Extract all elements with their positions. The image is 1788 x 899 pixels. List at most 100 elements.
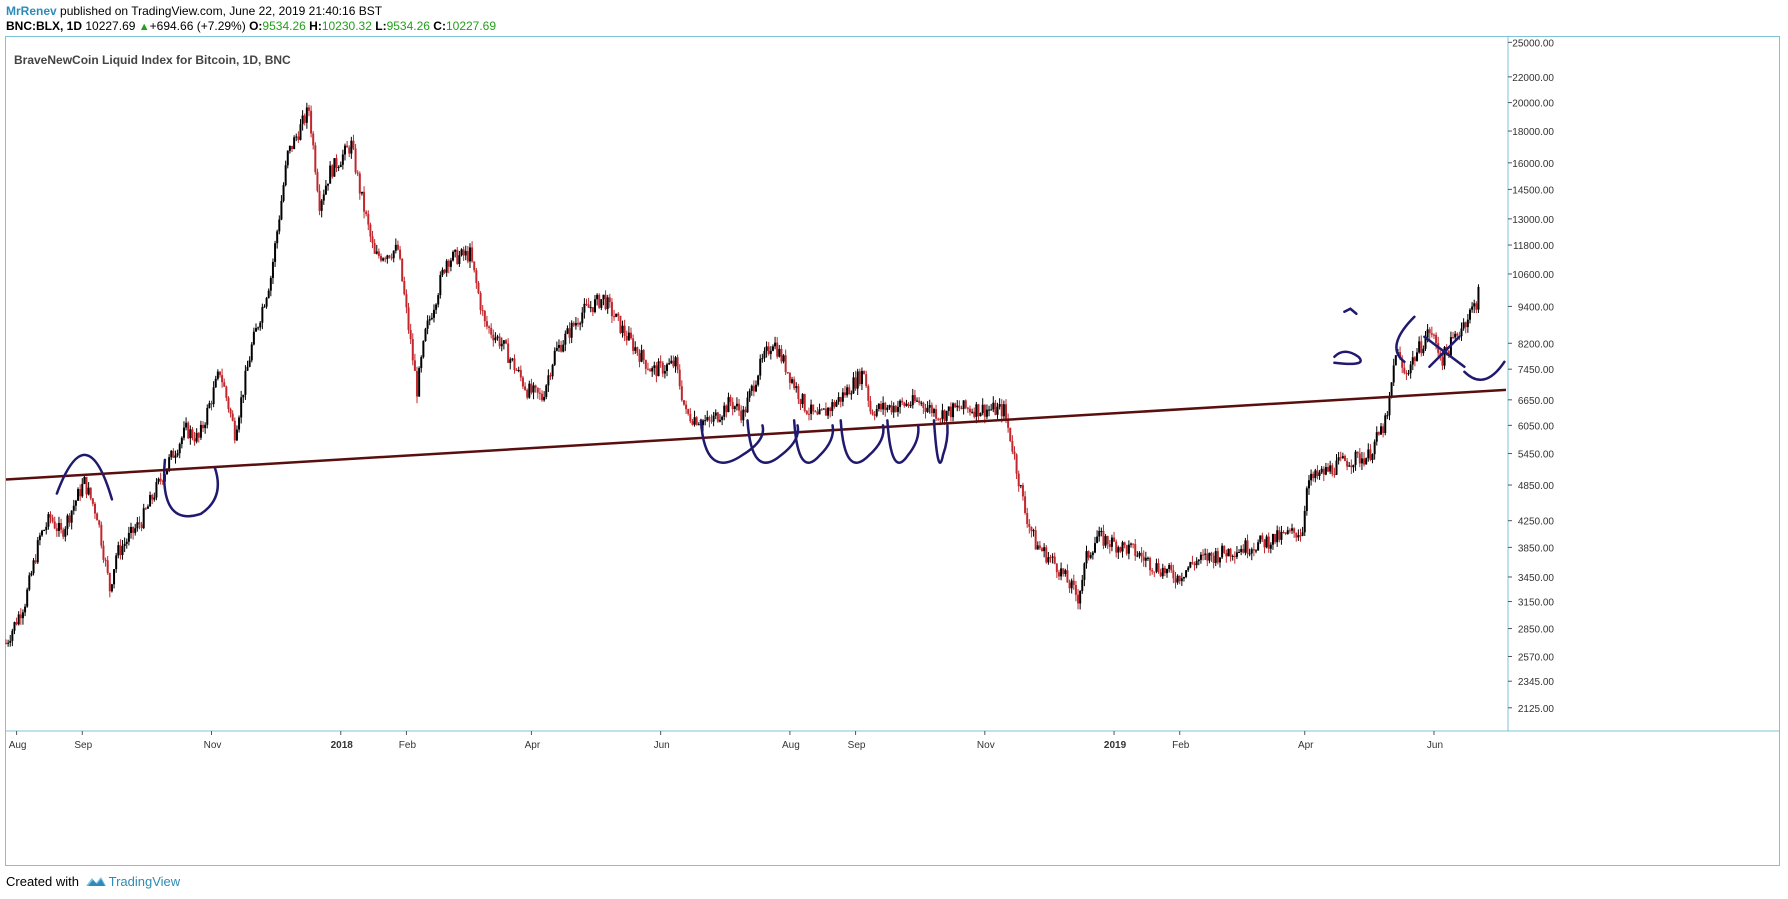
candle [1343,454,1346,462]
candle [511,357,514,362]
candle [560,340,563,353]
candle [668,358,671,366]
candle [1032,528,1035,537]
candle [740,405,743,424]
cup-drawing[interactable] [932,419,949,464]
candle [473,261,476,273]
arch-drawing[interactable] [55,453,114,501]
candle [721,415,724,426]
candle [875,404,878,418]
candle [1053,552,1056,565]
candle [702,419,705,432]
candle [1106,535,1109,549]
candle [718,413,721,423]
cup-drawing[interactable] [886,419,920,464]
candle [831,399,834,417]
price-axis[interactable]: 25000.00 22000.00 20000.00 18000.00 16000.00… [6,37,1780,732]
candle [1318,469,1321,480]
candle [494,332,497,344]
time-axis[interactable]: Aug Sep Nov 2018 Feb Apr Jun Aug Sep Nov 2019 Feb Ap… [9,731,1443,751]
candle [930,402,933,417]
candle [475,267,478,289]
candle [210,400,213,411]
candle [693,410,696,427]
candle [676,354,679,374]
candle [1064,568,1067,577]
candle [1363,452,1366,467]
squiggle-drawing[interactable] [1428,335,1461,369]
tradingview-link[interactable]: TradingView [108,874,181,889]
candle [291,145,294,153]
candle [1155,558,1158,574]
candle [132,526,135,540]
price-tick-label: 11800.00 [1513,241,1554,252]
candle [1331,463,1334,477]
cup-drawing[interactable] [792,419,835,464]
candle [1329,460,1332,475]
trendline-layer[interactable] [5,388,1507,481]
time-tick-label: Jun [1427,740,1443,751]
price-tick-label: 22000.00 [1512,73,1554,84]
candle [1454,330,1457,340]
candle [34,554,37,564]
candle [146,504,149,509]
candle [1151,567,1154,575]
candle [488,325,491,334]
candle [117,541,120,559]
candle [1337,451,1340,465]
candle [221,368,224,388]
candle [280,195,283,221]
candle [38,532,41,546]
time-tick-label: Nov [204,740,222,751]
candle [1047,551,1050,565]
candle [187,421,190,440]
candle [1257,539,1260,551]
time-tick-label: Apr [525,740,541,751]
time-tick-label: 2018 [331,740,354,751]
candle [1212,552,1215,569]
candle [238,415,241,433]
candle [466,246,469,264]
candle [1392,358,1395,387]
chart-frame[interactable] [5,36,1780,866]
candle [680,380,683,402]
candle [271,258,274,285]
candle [649,368,652,372]
candle [606,294,609,314]
candle [661,361,664,378]
candle [731,397,734,416]
candle [394,238,397,254]
candle [348,145,351,158]
candle [896,400,899,417]
candle [481,304,484,316]
squiggle-drawing[interactable] [1463,360,1506,381]
candle [812,404,815,415]
squiggle-drawing[interactable] [1343,307,1358,316]
candle [555,341,558,352]
author-link[interactable]: MrRenev [6,4,57,18]
drawings-layer[interactable] [55,307,1506,518]
candle [407,302,410,334]
candle [265,296,268,309]
cup-drawing[interactable] [839,419,885,464]
candle [716,411,719,423]
candle [17,611,20,626]
squiggle-drawing[interactable] [1395,315,1416,364]
candle [66,513,69,536]
price-tick-label: 4250.00 [1518,517,1555,528]
candle [602,294,605,306]
cup-drawing[interactable] [699,419,765,464]
candle [727,392,730,413]
candle [21,609,24,625]
cup-drawing[interactable] [746,419,800,464]
candle [907,402,910,409]
candle [320,198,323,218]
candle [1144,551,1147,568]
cup-drawing[interactable] [162,458,220,518]
candle [11,628,14,647]
trend-line[interactable] [5,388,1507,481]
squiggle-drawing[interactable] [1333,350,1362,366]
candle [966,406,969,413]
price-tick-label: 7450.00 [1518,365,1555,376]
